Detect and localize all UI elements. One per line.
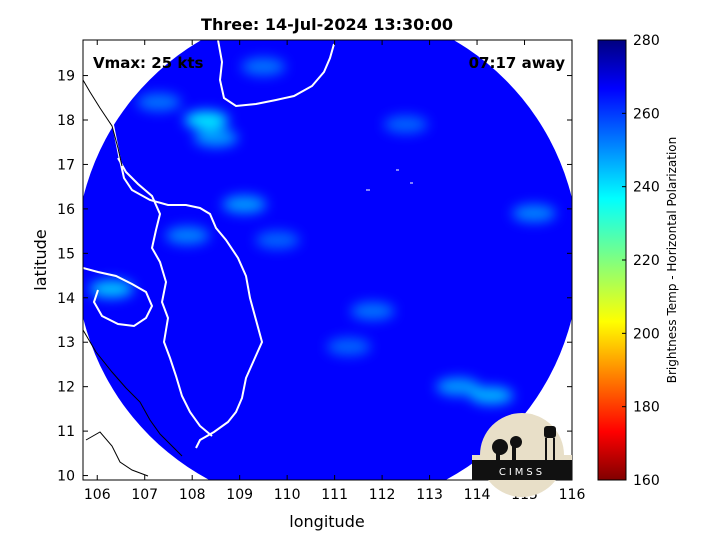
coastline-hainan (217, 40, 335, 108)
feature-6 (469, 386, 514, 405)
feature-11 (241, 57, 286, 76)
x-tick-label: 109 (226, 487, 253, 503)
colorbar-tick-label: 240 (633, 180, 660, 196)
y-axis: 10 11 12 13 14 15 16 17 18 19 (57, 69, 572, 485)
x-tick-label: 113 (416, 487, 443, 503)
x-tick-label: 111 (321, 487, 348, 503)
y-tick-label: 10 (57, 469, 75, 485)
feature-5 (436, 377, 481, 396)
feature-1 (193, 128, 238, 147)
y-tick-label: 15 (57, 246, 75, 262)
colorbar-tick-label: 160 (633, 473, 660, 489)
logo-text: CIMSS (499, 467, 545, 478)
y-tick-label: 12 (57, 380, 75, 396)
plot-frame (82, 39, 573, 481)
time-away-annotation: 07:17 away (469, 54, 566, 72)
colorbar-tick-label: 220 (633, 253, 660, 269)
island-dots (366, 169, 413, 191)
swath-background (83, 40, 572, 480)
coastline-gulf (83, 267, 154, 328)
feature-12 (136, 93, 181, 112)
x-tick-label: 107 (131, 487, 158, 503)
x-axis-label: longitude (289, 512, 364, 531)
y-tick-label: 11 (57, 424, 75, 440)
feature-7 (255, 231, 300, 249)
brightness-swath (83, 40, 572, 480)
x-tick-label: 116 (559, 487, 586, 503)
vmax-annotation: Vmax: 25 kts (93, 54, 203, 72)
feature-0 (184, 111, 229, 129)
map-layer (83, 40, 572, 480)
border-land (83, 79, 183, 477)
y-tick-label: 18 (57, 113, 75, 129)
x-tick-label: 114 (464, 487, 491, 503)
colorbar-ticks: 160 180 200 220 240 260 280 (622, 33, 660, 489)
x-tick-label: 112 (369, 487, 396, 503)
y-tick-label: 19 (57, 69, 75, 85)
colorbar (597, 39, 627, 481)
feature-2 (165, 226, 210, 245)
feature-13 (512, 204, 557, 223)
colorbar-tick-label: 180 (633, 400, 660, 416)
feature-4 (89, 279, 134, 298)
x-axis: 106107108109110111112113114115116 (84, 40, 586, 503)
chart-title: Three: 14-Jul-2024 13:30:00 (201, 15, 453, 34)
x-tick-label: 108 (179, 487, 206, 503)
x-tick-label: 106 (84, 487, 111, 503)
colorbar-tick-label: 280 (633, 33, 660, 49)
y-tick-label: 13 (57, 335, 75, 351)
colorbar-tick-label: 200 (633, 326, 660, 342)
feature-10 (383, 115, 428, 134)
feature-8 (350, 302, 395, 321)
coastline-inner (117, 157, 213, 437)
y-axis-label: latitude (31, 229, 50, 290)
cimss-logo: CIMSS (472, 413, 572, 497)
y-tick-label: 17 (57, 157, 75, 173)
y-tick-label: 14 (57, 291, 75, 307)
feature-3 (222, 195, 267, 214)
colorbar-label: Brightness Temp - Horizontal Polarizatio… (665, 137, 679, 384)
colorbar-tick-label: 260 (633, 106, 660, 122)
x-tick-label: 110 (274, 487, 301, 503)
feature-9 (326, 337, 371, 356)
y-tick-label: 16 (57, 202, 75, 218)
coastline-mainland (83, 77, 264, 449)
convection-features (89, 57, 557, 405)
